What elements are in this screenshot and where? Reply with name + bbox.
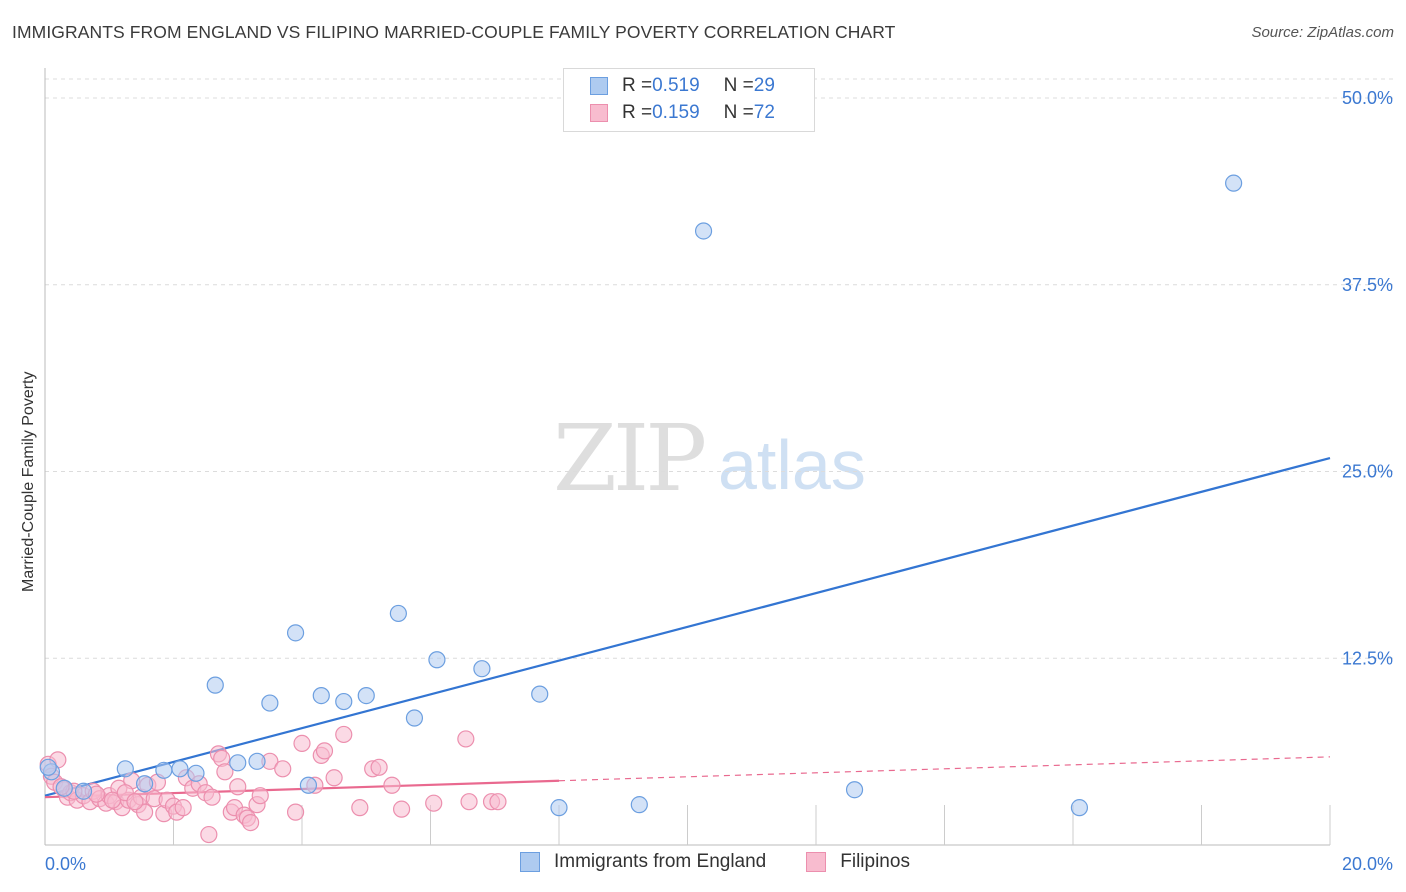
england-point xyxy=(357,686,375,705)
england-point xyxy=(155,761,173,779)
england-point xyxy=(473,660,491,678)
england-point xyxy=(694,222,713,240)
stats-row-filipinos: R = 0.159 N = 72 xyxy=(564,100,775,126)
trend-lines xyxy=(44,456,1331,799)
n-value: 29 xyxy=(753,75,775,96)
filipinos-point xyxy=(325,769,343,787)
filipinos-point xyxy=(200,825,218,844)
legend-item-filipinos[interactable]: Filipinos xyxy=(806,851,910,873)
y-axis-label: Married-Couple Family Poverty xyxy=(20,371,37,592)
filipinos-point xyxy=(315,742,334,760)
england-point xyxy=(1225,174,1243,192)
y-tick-label: 50.0% xyxy=(1342,88,1393,108)
filipinos-point xyxy=(460,793,478,811)
n-value: 72 xyxy=(753,102,775,123)
england-point xyxy=(845,781,864,799)
r-value: 0.519 xyxy=(652,75,700,96)
x-tick-label: 20.0% xyxy=(1342,854,1393,874)
filipinos-point xyxy=(242,813,260,832)
filipinos-point xyxy=(370,758,388,776)
england-point xyxy=(1070,799,1089,817)
stats-row-england: R = 0.519 N = 29 xyxy=(564,73,775,99)
england-legend-swatch xyxy=(520,852,540,872)
england-point xyxy=(206,676,224,694)
y-tick-label: 25.0% xyxy=(1342,462,1393,482)
filipinos-point xyxy=(229,778,247,796)
england-point xyxy=(171,760,189,778)
england-point xyxy=(116,760,134,778)
r-value: 0.159 xyxy=(652,102,700,123)
filipinos-point xyxy=(351,799,369,817)
filipinos-swatch xyxy=(590,104,608,122)
england-point xyxy=(335,692,353,711)
filipinos-point xyxy=(392,800,411,818)
filipinos-point xyxy=(203,788,221,806)
filipinos-point xyxy=(489,793,507,811)
england-point xyxy=(39,758,57,776)
england-point xyxy=(55,779,73,797)
tick-labels: 12.5% 25.0% 37.5% 50.0% 0.0% 20.0% xyxy=(45,88,1393,874)
filipinos-point xyxy=(174,799,192,817)
watermark-zip: ZIP xyxy=(553,405,707,512)
filipinos-point xyxy=(293,734,311,753)
filipinos-point xyxy=(383,776,401,794)
england-point xyxy=(299,776,318,794)
england-point xyxy=(74,782,93,800)
england-point xyxy=(531,685,549,703)
y-tick-label: 37.5% xyxy=(1342,275,1393,295)
filipinos-point xyxy=(251,787,269,805)
data-points xyxy=(39,174,1243,844)
england-point xyxy=(428,651,446,669)
source-label: Source: ZipAtlas.com xyxy=(1251,24,1394,41)
england-swatch xyxy=(590,77,608,95)
series-legend: Immigrants from England Filipinos xyxy=(520,851,950,873)
n-label: N = xyxy=(723,75,754,96)
filipinos-point xyxy=(103,791,122,809)
n-label: N = xyxy=(723,102,754,123)
y-tick-label: 12.5% xyxy=(1342,648,1393,668)
legend-label: Filipinos xyxy=(840,851,910,872)
england-point xyxy=(286,624,305,642)
r-label: R = xyxy=(622,75,653,96)
r-label: R = xyxy=(622,102,653,123)
filipinos-point xyxy=(126,793,144,811)
filipinos-point xyxy=(216,763,234,781)
england-point xyxy=(248,752,266,770)
x-tick-label: 0.0% xyxy=(45,854,86,874)
england-point xyxy=(312,686,330,705)
england-point xyxy=(229,754,247,772)
gridlines xyxy=(45,78,1395,659)
england-point xyxy=(550,799,568,817)
england-point xyxy=(135,775,154,793)
england-point xyxy=(187,764,205,782)
filipinos-point xyxy=(425,794,443,812)
england-point xyxy=(389,604,407,623)
chart-title: IMMIGRANTS FROM ENGLAND VS FILIPINO MARR… xyxy=(12,22,896,42)
england-point xyxy=(405,709,424,727)
england-trend-line xyxy=(44,456,1331,797)
axes xyxy=(44,68,1331,846)
filipinos-legend-swatch xyxy=(806,852,827,872)
filipinos-point xyxy=(335,725,353,744)
england-point xyxy=(261,694,279,712)
england-point xyxy=(630,796,648,814)
legend-item-england[interactable]: Immigrants from England xyxy=(520,851,766,873)
watermark-atlas: atlas xyxy=(718,426,866,504)
filipinos-trend-extension xyxy=(558,756,1331,782)
filipinos-point xyxy=(274,760,292,778)
legend-label: Immigrants from England xyxy=(554,851,767,872)
stats-legend: R = 0.519 N = 29 R = 0.159 N = 72 xyxy=(563,68,815,132)
filipinos-point xyxy=(457,730,475,748)
filipinos-point xyxy=(286,803,305,821)
